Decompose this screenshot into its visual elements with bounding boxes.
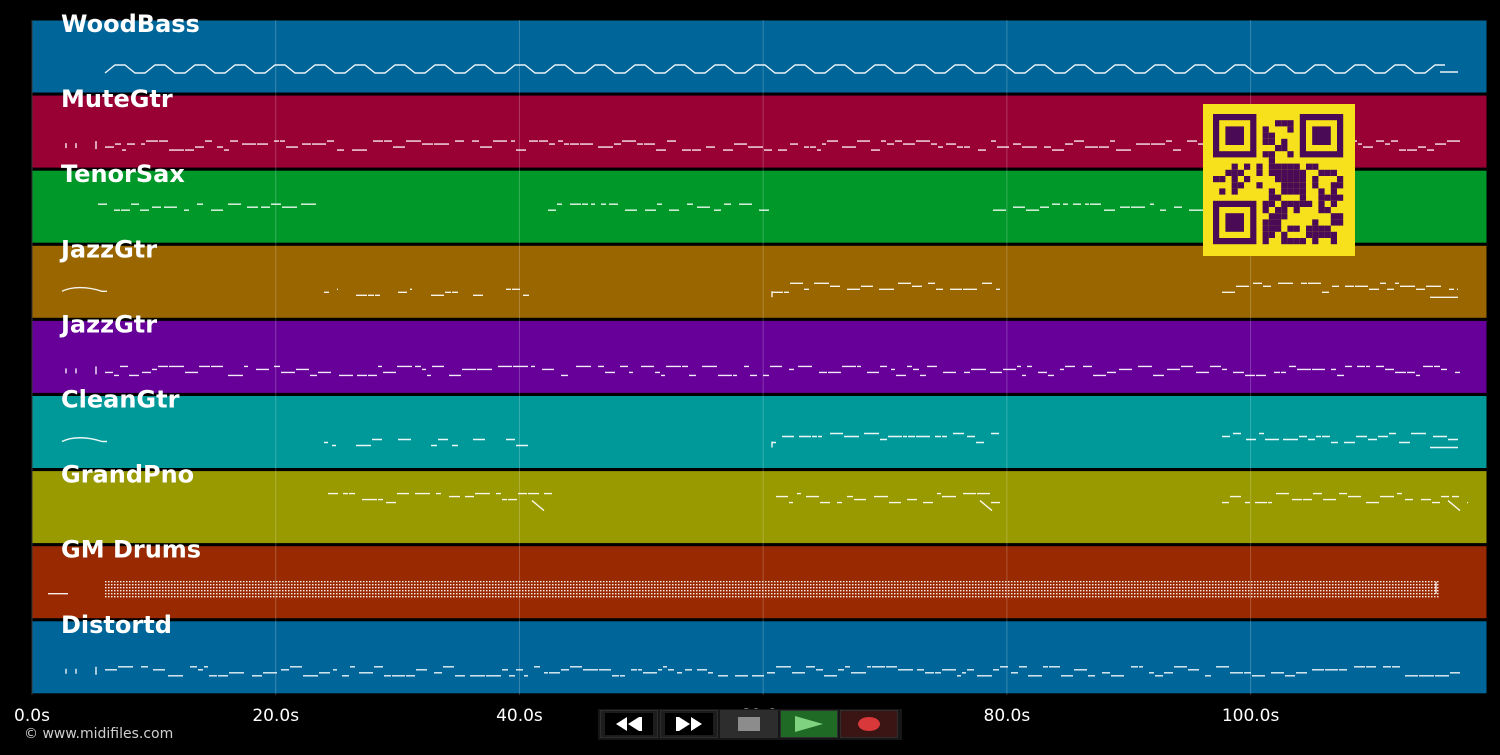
track-notes: [65, 666, 1460, 677]
track-notes: [48, 581, 1439, 598]
stop-button[interactable]: [720, 710, 778, 738]
track-notes: [61, 432, 1458, 449]
record-button[interactable]: [840, 710, 898, 738]
track-lane: [31, 620, 1488, 695]
track-lane: [31, 395, 1488, 469]
track-name-label: JazzGtr: [59, 235, 157, 263]
track-name-label: MuteGtr: [61, 85, 173, 113]
record-icon: [858, 717, 880, 731]
play-icon: [795, 716, 823, 732]
track-name-label: TenorSax: [61, 160, 185, 188]
time-tick-label: 0.0s: [14, 706, 50, 726]
time-tick-label: 100.0s: [1222, 706, 1280, 726]
qr-code[interactable]: [1203, 104, 1355, 256]
track-name-label: Distortd: [61, 611, 172, 639]
track-lane: [31, 244, 1488, 319]
time-tick-label: 20.0s: [252, 706, 299, 726]
time-tick-label: 40.0s: [496, 706, 543, 726]
track-notes: [61, 282, 1458, 298]
track-lane: [31, 470, 1488, 545]
fast-forward-button[interactable]: [660, 710, 718, 738]
track-notes: [98, 203, 1215, 211]
rewind-button[interactable]: [600, 710, 658, 738]
play-button[interactable]: [780, 710, 838, 738]
track-notes: [104, 64, 1458, 74]
stop-icon: [738, 717, 760, 731]
time-gridlines: [31, 20, 1252, 695]
track-name-label: GM Drums: [61, 536, 201, 564]
track-name-label: WoodBass: [61, 10, 200, 38]
track-name-label: GrandPno: [61, 461, 194, 489]
fast-forward-icon: [676, 717, 702, 731]
time-tick-label: 80.0s: [984, 706, 1031, 726]
copyright-text: © www.midifiles.com: [24, 726, 174, 742]
track-notes: [65, 365, 1460, 377]
rewind-icon: [616, 717, 642, 731]
track-name-label: JazzGtr: [59, 310, 157, 338]
transport-bar: [598, 709, 902, 740]
track-name-label: CleanGtr: [61, 386, 180, 414]
track-lane: [31, 319, 1488, 394]
track-notes: [328, 492, 1468, 512]
track-names: WoodBass MuteGtr TenorSax JazzGtr JazzGtr Cle…: [59, 10, 201, 639]
note-layer: [48, 64, 1468, 677]
track-lane: [31, 19, 1488, 94]
